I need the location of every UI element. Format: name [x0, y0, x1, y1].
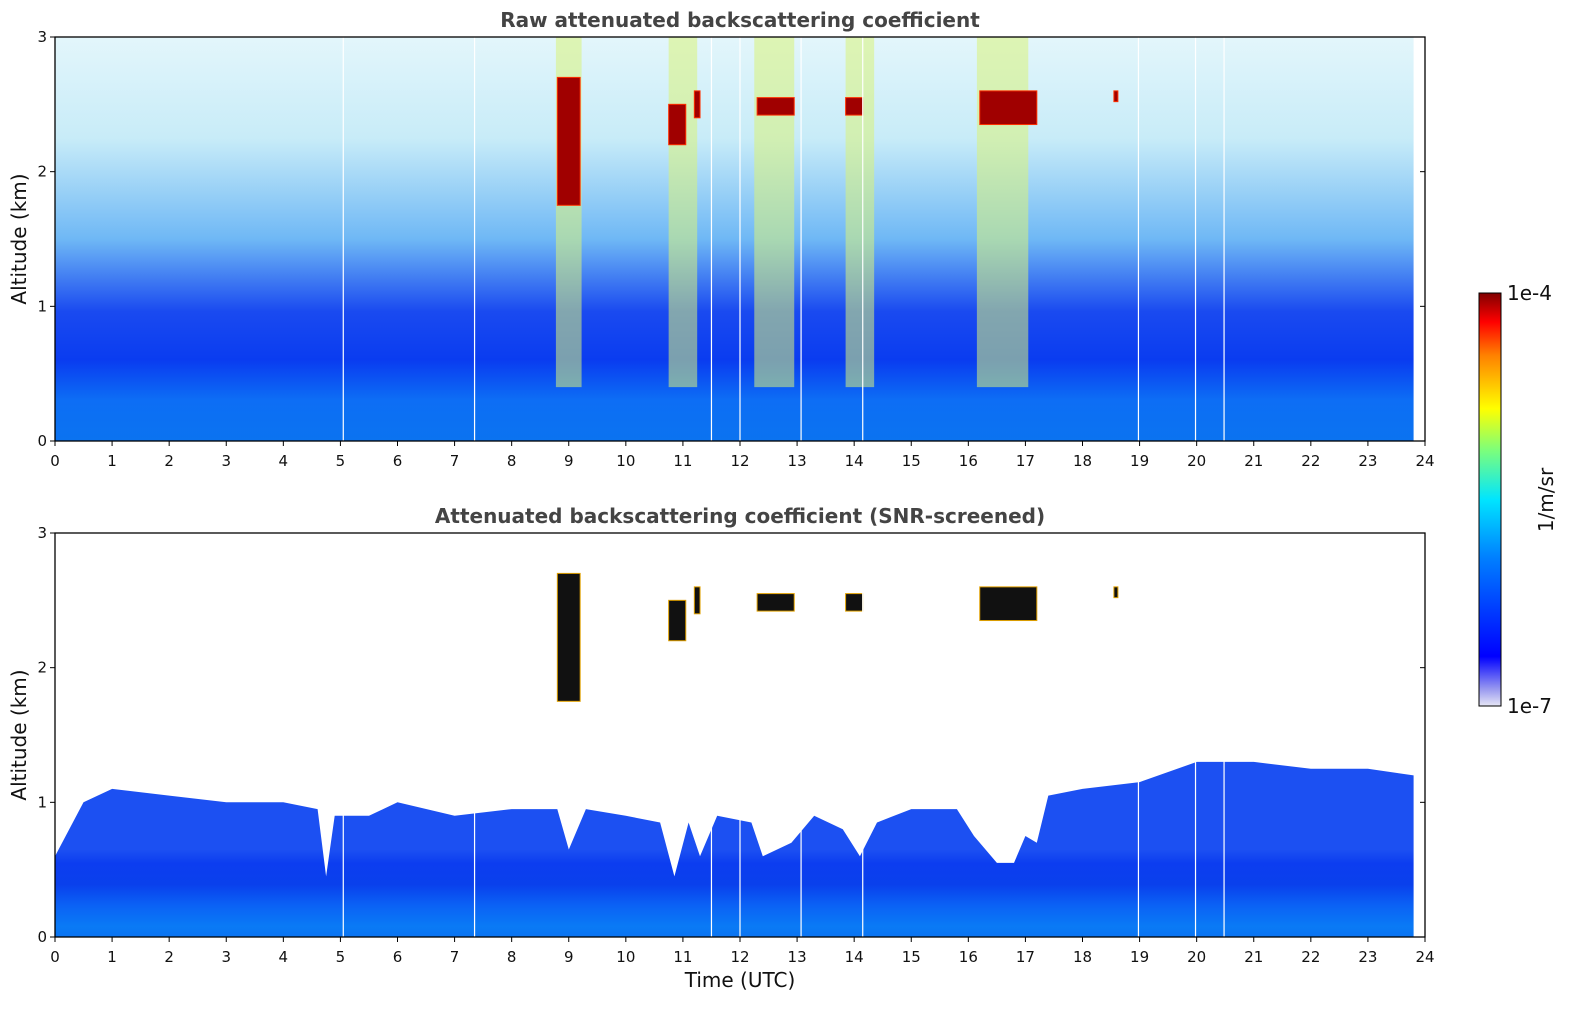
x-tick-label: 18: [1073, 452, 1092, 470]
y-tick-label: 2: [37, 163, 47, 181]
x-tick-label: 22: [1301, 948, 1320, 966]
x-tick-label: 0: [50, 948, 60, 966]
x-tick-label: 13: [788, 452, 807, 470]
cloud-layer: [845, 593, 864, 612]
x-tick-label: 11: [673, 948, 692, 966]
x-tick-label: 2: [164, 452, 174, 470]
cloud-layer: [693, 90, 701, 119]
cloud-layer: [1113, 90, 1119, 103]
y-tick-label: 3: [37, 524, 47, 542]
x-tick-label: 5: [336, 452, 346, 470]
x-tick-label: 5: [336, 948, 346, 966]
x-tick-label: 20: [1187, 452, 1206, 470]
colorbar: 1e-4 1e-7 1/m/sr: [1478, 281, 1558, 718]
x-tick-label: 8: [507, 948, 517, 966]
panel-screened-heatmap: [55, 533, 1414, 937]
colorbar-gradient: [1478, 292, 1502, 707]
x-tick-label: 17: [1016, 948, 1035, 966]
x-tick-label: 14: [845, 452, 864, 470]
noise-field: [55, 37, 1414, 441]
x-tick-label: 3: [221, 948, 231, 966]
cloud-band: [845, 37, 875, 388]
x-tick-label: 11: [673, 452, 692, 470]
panel-raw-title: Raw attenuated backscattering coefficien…: [500, 8, 980, 32]
panel-raw-y-axis: 0 1 2 3: [37, 28, 1425, 450]
panel-screened-y-axis-label: Altitude (km): [7, 669, 31, 800]
x-tick-label: 15: [902, 948, 921, 966]
panel-raw-x-axis: 0 1 2 3 4 5 6 7 8 9 10 11 12 13 14 15 16 17 18 19 20 21 22 23 24: [50, 441, 1435, 470]
x-tick-label: 0: [50, 452, 60, 470]
panel-raw: Raw attenuated backscattering coefficien…: [7, 8, 1435, 470]
x-tick-label: 19: [1130, 452, 1149, 470]
x-tick-label: 8: [507, 452, 517, 470]
x-tick-label: 6: [393, 452, 403, 470]
boundary-layer-signal: [55, 761, 1414, 937]
panel-screened-x-axis: 0 1 2 3 4 5 6 7 8 9 10 11 12 13 14 15 16 17 18 19 20 21 22 23 24: [50, 937, 1435, 966]
colorbar-max-label: 1e-4: [1507, 281, 1552, 305]
x-tick-label: 13: [788, 948, 807, 966]
y-tick-label: 3: [37, 28, 47, 46]
cloud-layer: [756, 97, 795, 116]
x-tick-label: 7: [450, 452, 460, 470]
x-tick-label: 23: [1358, 452, 1377, 470]
x-tick-label: 4: [279, 948, 289, 966]
x-tick-label: 7: [450, 948, 460, 966]
y-tick-label: 0: [37, 928, 47, 946]
cloud-layer: [1113, 586, 1119, 599]
cloud-layer: [556, 572, 581, 702]
cloud-band: [976, 37, 1029, 388]
x-tick-label: 15: [902, 452, 921, 470]
x-tick-label: 21: [1244, 948, 1263, 966]
x-tick-label: 19: [1130, 948, 1149, 966]
cloud-band: [668, 37, 698, 388]
cloud-band: [754, 37, 795, 388]
x-tick-label: 18: [1073, 948, 1092, 966]
x-tick-label: 2: [164, 948, 174, 966]
cloud-layer: [556, 76, 581, 206]
x-tick-label: 12: [730, 452, 749, 470]
panel-screened-y-axis: 0 1 2 3: [37, 524, 1425, 946]
x-tick-label: 24: [1415, 948, 1434, 966]
x-tick-label: 21: [1244, 452, 1263, 470]
panel-screened-x-axis-label: Time (UTC): [684, 968, 796, 992]
x-tick-label: 12: [730, 948, 749, 966]
x-tick-label: 20: [1187, 948, 1206, 966]
cloud-layer: [845, 97, 864, 116]
x-tick-label: 14: [845, 948, 864, 966]
x-tick-label: 17: [1016, 452, 1035, 470]
cloud-layer: [756, 593, 795, 612]
x-tick-label: 22: [1301, 452, 1320, 470]
cloud-layer: [979, 90, 1038, 126]
x-tick-label: 10: [616, 948, 635, 966]
cloud-layer: [979, 586, 1038, 622]
x-tick-label: 23: [1358, 948, 1377, 966]
x-tick-label: 1: [107, 948, 117, 966]
x-tick-label: 6: [393, 948, 403, 966]
panel-raw-heatmap: [55, 37, 1414, 441]
x-tick-label: 1: [107, 452, 117, 470]
cloud-layer: [668, 103, 687, 146]
x-tick-label: 24: [1415, 452, 1434, 470]
x-tick-label: 16: [959, 452, 978, 470]
x-tick-label: 4: [279, 452, 289, 470]
y-tick-label: 1: [37, 297, 47, 315]
x-tick-label: 9: [564, 452, 574, 470]
panel-raw-y-axis-label: Altitude (km): [7, 173, 31, 304]
colorbar-min-label: 1e-7: [1507, 694, 1552, 718]
x-tick-label: 3: [221, 452, 231, 470]
cloud-layer: [668, 599, 687, 642]
colorbar-unit-label: 1/m/sr: [1534, 467, 1558, 532]
x-tick-label: 16: [959, 948, 978, 966]
panel-screened: Attenuated backscattering coefficient (S…: [7, 504, 1435, 992]
cloud-layer: [693, 586, 701, 615]
y-tick-label: 0: [37, 432, 47, 450]
panel-screened-title: Attenuated backscattering coefficient (S…: [435, 504, 1045, 528]
y-tick-label: 1: [37, 793, 47, 811]
x-tick-label: 10: [616, 452, 635, 470]
y-tick-label: 2: [37, 659, 47, 677]
x-tick-label: 9: [564, 948, 574, 966]
